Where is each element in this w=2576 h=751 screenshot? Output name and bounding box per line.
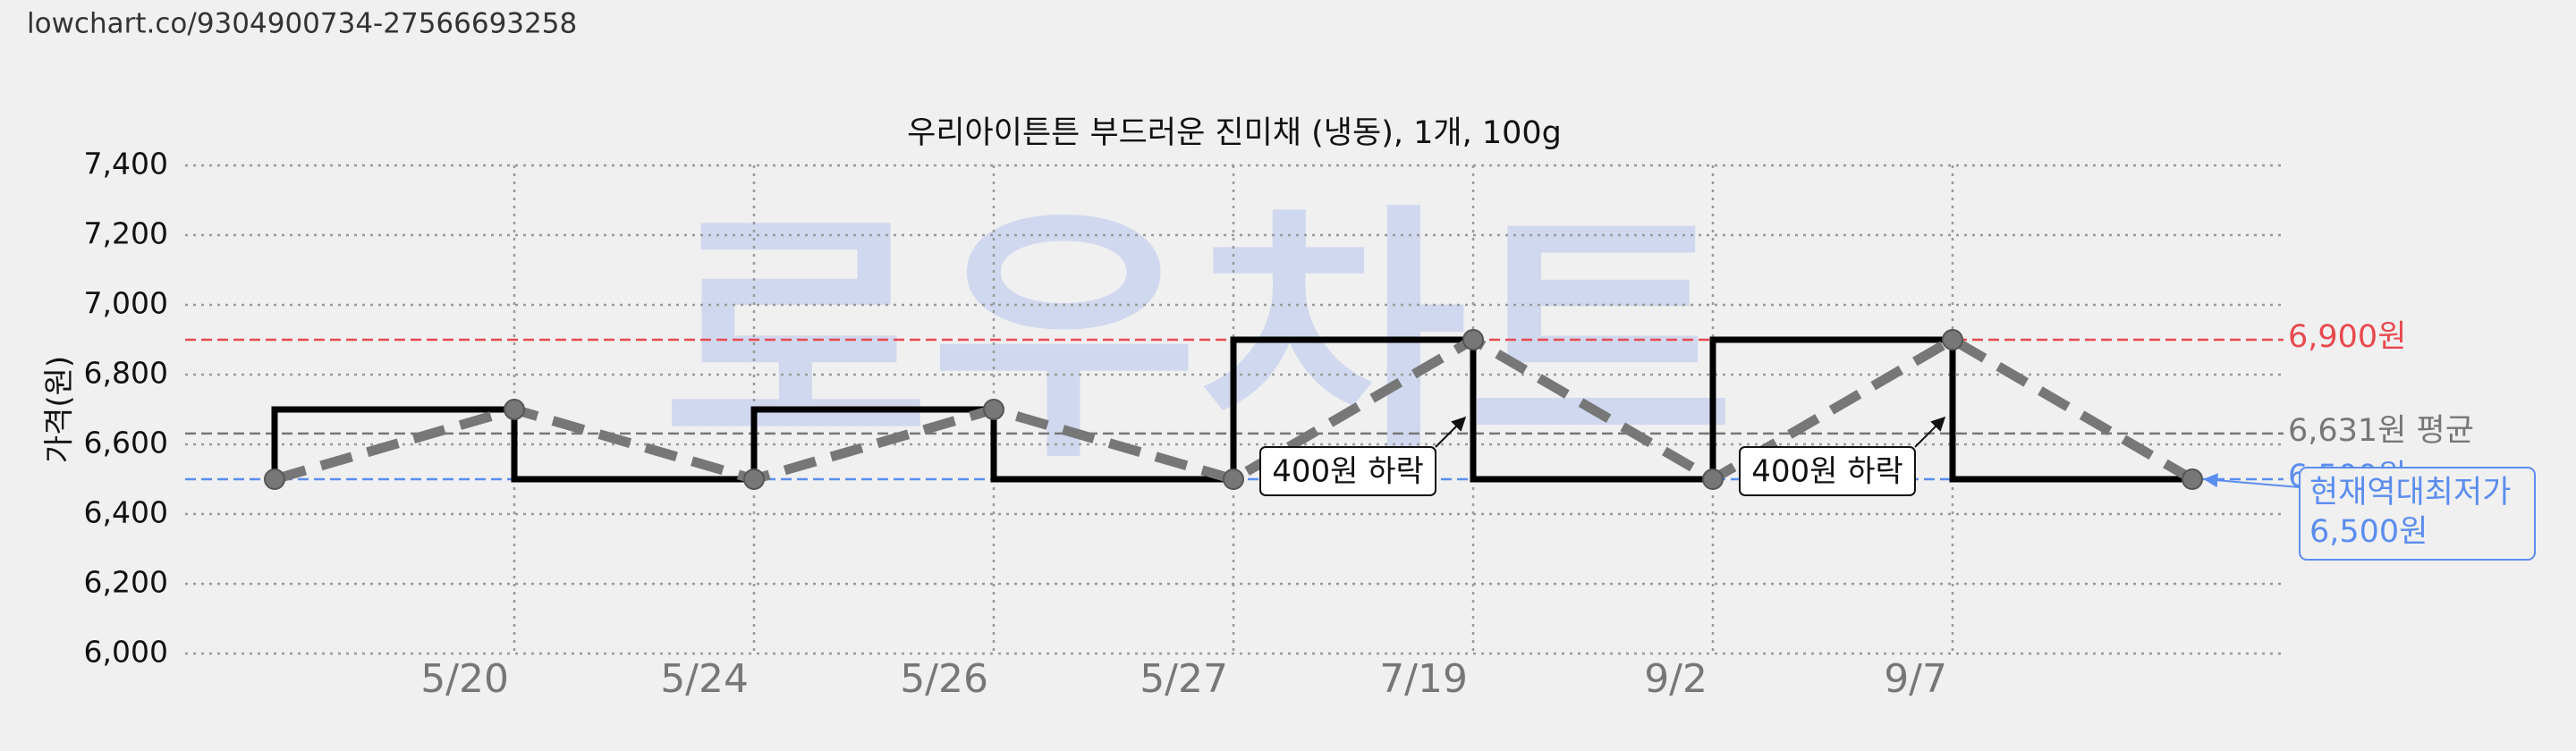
x-tick-label: 5/20 [420, 656, 509, 702]
current-low-label: 현재역대최저가 [2309, 475, 2511, 511]
current-low-value: 6,500원 [2309, 514, 2428, 550]
y-tick-label: 6,400 [84, 495, 168, 530]
annotation-text: 400원 하락 [1751, 454, 1903, 490]
x-tick-label: 9/2 [1644, 656, 1707, 702]
y-tick-label: 6,000 [84, 635, 168, 670]
url: lowchart.co/9304900734-27566693258 [27, 8, 577, 40]
y-tick-label: 7,400 [84, 147, 168, 181]
point [743, 468, 765, 490]
y-tick-label: 7,200 [84, 216, 168, 251]
x-tick-label: 5/27 [1140, 656, 1228, 702]
y-tick-label: 6,200 [84, 565, 168, 600]
y-tick-label: 7,000 [84, 286, 168, 321]
reference-label: 6,900원 [2288, 319, 2406, 355]
watermark: 로우차트 [662, 182, 1735, 494]
x-tick-label: 5/24 [660, 656, 749, 702]
current-low-box [2299, 467, 2536, 561]
point [1942, 329, 1963, 350]
point [2182, 468, 2203, 490]
x-tick-label: 9/7 [1884, 656, 1947, 702]
point [1462, 329, 1484, 350]
y-tick-label: 6,600 [84, 426, 168, 460]
annotation-box [1739, 446, 1916, 496]
point [1702, 468, 1724, 490]
annotation-box [1259, 446, 1436, 496]
current-low-arrow [2203, 473, 2301, 488]
y-tick-label: 6,800 [84, 356, 168, 391]
x-tick-label: 7/19 [1379, 656, 1468, 702]
y-axis-label: 가격(원) [42, 356, 78, 463]
annotation-arrow [1914, 416, 1946, 448]
point [1223, 468, 1244, 490]
point [983, 399, 1004, 420]
reference-label: 6,631원 평균 [2288, 413, 2474, 449]
chart-title: 우리아이튼튼 부드러운 진미채 (냉동), 1개, 100g [907, 115, 1562, 151]
annotation-text: 400원 하락 [1272, 454, 1424, 490]
x-tick-label: 5/26 [900, 656, 988, 702]
point [504, 399, 525, 420]
point [264, 468, 285, 490]
annotation-arrow [1435, 416, 1467, 448]
